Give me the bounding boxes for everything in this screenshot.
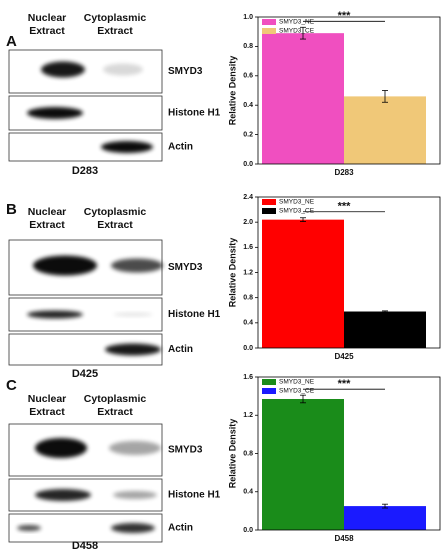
legend-label: SMYD3_NE — [279, 379, 315, 386]
bar — [344, 311, 426, 348]
band-label: SMYD3 — [168, 66, 203, 77]
bar — [344, 506, 426, 530]
blot-band — [27, 107, 83, 119]
x-tick-label: D283 — [334, 168, 354, 177]
y-axis-label: Relative Density — [227, 238, 237, 308]
band-label: SMYD3 — [168, 445, 203, 456]
band-label: Actin — [168, 523, 193, 534]
y-tick-label: 1.2 — [243, 269, 253, 276]
blot-band — [105, 343, 161, 356]
y-tick-label: 0.0 — [243, 527, 253, 534]
y-tick-label: 0.8 — [243, 295, 253, 302]
blot-band — [27, 310, 83, 319]
lane-header: Extract — [97, 219, 133, 231]
y-tick-label: 2.0 — [243, 219, 253, 226]
y-tick-label: 0.0 — [243, 161, 253, 168]
blot-band — [41, 61, 85, 78]
x-tick-label: D425 — [334, 352, 354, 361]
blot-band — [113, 312, 153, 317]
band-label: Histone H1 — [168, 309, 221, 320]
legend-swatch — [262, 208, 276, 214]
y-tick-label: 0.0 — [243, 345, 253, 352]
bar — [262, 33, 344, 164]
sample-label: D283 — [72, 165, 98, 177]
legend-label: SMYD3_CE — [279, 388, 315, 395]
y-tick-label: 0.4 — [243, 320, 253, 327]
blot-band — [101, 141, 153, 153]
lane-header: Cytoplasmic — [84, 206, 147, 218]
y-tick-label: 0.6 — [243, 73, 253, 80]
lane-header: Extract — [97, 25, 133, 37]
y-tick-label: 2.4 — [243, 194, 253, 201]
y-tick-label: 0.8 — [243, 450, 253, 457]
blot-band — [111, 258, 163, 273]
lane-header: Extract — [29, 219, 65, 231]
y-tick-label: 1.6 — [243, 244, 253, 251]
panel-letter: A — [6, 33, 17, 50]
panel-letter: B — [6, 201, 17, 218]
blot-band — [109, 441, 161, 455]
panel-letter: C — [6, 377, 17, 394]
band-label: Histone H1 — [168, 108, 221, 119]
lane-header: Nuclear — [28, 12, 67, 24]
blot-band — [113, 491, 157, 499]
lane-header: Cytoplasmic — [84, 393, 147, 405]
band-label: Histone H1 — [168, 490, 221, 501]
lane-header: Cytoplasmic — [84, 12, 147, 24]
blot-band — [111, 523, 155, 533]
y-tick-label: 0.8 — [243, 43, 253, 50]
bar — [262, 219, 344, 348]
band-label: Actin — [168, 142, 193, 153]
legend-swatch — [262, 28, 276, 34]
lane-header: Nuclear — [28, 206, 67, 218]
blot-band — [103, 63, 143, 76]
lane-header: Extract — [97, 406, 133, 418]
blot-band — [17, 525, 41, 531]
plot-frame — [257, 196, 441, 349]
band-label: Actin — [168, 344, 193, 355]
y-axis-label: Relative Density — [227, 56, 237, 126]
legend-swatch — [262, 379, 276, 385]
sample-label: D458 — [72, 540, 98, 550]
legend-swatch — [262, 19, 276, 25]
legend-swatch — [262, 199, 276, 205]
legend-label: SMYD3_NE — [279, 199, 315, 206]
legend-label: SMYD3_NE — [279, 19, 315, 26]
sample-label: D425 — [72, 368, 98, 380]
legend-label: SMYD3_CE — [279, 28, 315, 35]
y-tick-label: 0.2 — [243, 131, 253, 138]
bar — [344, 96, 426, 164]
plot-frame — [257, 16, 441, 165]
significance-label: *** — [338, 201, 352, 213]
lane-header: Extract — [29, 406, 65, 418]
blot-band — [35, 489, 91, 501]
x-tick-label: D458 — [334, 534, 354, 543]
significance-label: *** — [338, 10, 352, 22]
y-tick-label: 1.2 — [243, 412, 253, 419]
y-axis-label: Relative Density — [227, 419, 237, 489]
legend-swatch — [262, 388, 276, 394]
legend-label: SMYD3_CE — [279, 208, 315, 215]
bar — [262, 398, 344, 530]
blot-band — [33, 255, 97, 276]
plot-frame — [257, 376, 441, 531]
lane-header: Extract — [29, 25, 65, 37]
y-tick-label: 0.4 — [243, 489, 253, 496]
band-label: SMYD3 — [168, 262, 203, 273]
blot-band — [35, 438, 87, 458]
y-tick-label: 1.6 — [243, 374, 253, 381]
y-tick-label: 1.0 — [243, 14, 253, 21]
significance-label: *** — [338, 378, 352, 390]
lane-header: Nuclear — [28, 393, 67, 405]
y-tick-label: 0.4 — [243, 102, 253, 109]
